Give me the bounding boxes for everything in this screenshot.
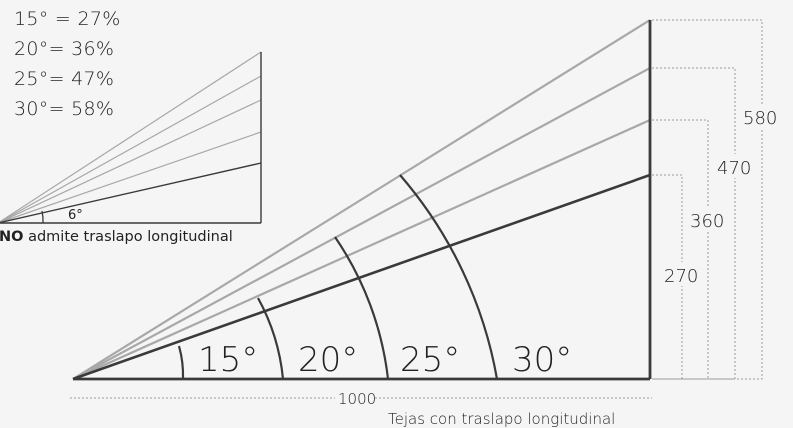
- angle-arc-15: [177, 345, 185, 380]
- legend-percent: 58%: [71, 98, 115, 120]
- angle-label-20: 20°: [298, 340, 358, 380]
- legend-item-15: 15° = 27%: [14, 8, 121, 30]
- legend-separator: =: [48, 68, 72, 90]
- legend-separator: =: [48, 38, 72, 60]
- legend-separator: =: [48, 98, 72, 120]
- angle-label-25: 25°: [400, 340, 460, 380]
- height-label-360: 360: [690, 211, 724, 232]
- legend-angle: 25°: [14, 68, 49, 90]
- angle-arc-30: [399, 174, 499, 380]
- main-caption: Tejas con traslapo longitudinal: [388, 410, 615, 428]
- height-label-470: 470: [717, 158, 751, 179]
- dimension-line-360: [652, 119, 709, 380]
- small-caption-rest: admite traslapo longitudinal: [23, 229, 232, 245]
- slope-line-15: [72, 173, 651, 381]
- legend-angle: 20°: [14, 38, 49, 60]
- legend-percent: 47%: [71, 68, 115, 90]
- small-slope-line-6: [0, 162, 262, 224]
- legend-angle: 30°: [14, 98, 49, 120]
- small-slope-diagram: 6° NO admite traslapo longitudinal: [0, 51, 262, 245]
- base-length-label: 1000: [338, 390, 376, 408]
- label-bg-470: [715, 154, 755, 178]
- legend-angle: 15°: [14, 8, 49, 30]
- legend-percent: 27%: [77, 8, 121, 30]
- label-bg-270: [662, 262, 702, 286]
- slope-line-30: [72, 19, 651, 380]
- small-slope-line-25: [0, 75, 262, 223]
- label-bg-360: [688, 207, 728, 231]
- angle-label-15: 15°: [198, 340, 258, 380]
- small-angle-label: 6°: [68, 208, 83, 223]
- main-slope-diagram: 15° 20° 25° 30° 270 360 470 580: [70, 19, 785, 428]
- small-slope-line-15: [0, 131, 262, 223]
- legend-item-25: 25°= 47%: [14, 68, 114, 90]
- small-slope-line-30: [0, 51, 262, 223]
- small-slope-line-20: [0, 99, 262, 223]
- legend-item-30: 30°= 58%: [14, 98, 114, 120]
- small-caption-bold: NO: [0, 229, 23, 245]
- legend-item-20: 20°= 36%: [14, 38, 114, 60]
- dimension-line-580: [652, 19, 763, 380]
- slope-line-20: [72, 118, 651, 381]
- height-label-270: 270: [664, 266, 698, 287]
- height-label-580: 580: [743, 108, 777, 129]
- label-bg-580: [741, 104, 785, 128]
- small-caption: NO admite traslapo longitudinal: [0, 229, 233, 245]
- angle-arc-20: [257, 297, 285, 380]
- slope-line-25: [72, 67, 651, 380]
- legend-separator: =: [48, 8, 78, 30]
- legend-percent: 36%: [71, 38, 115, 60]
- angle-arc-25: [334, 236, 390, 380]
- small-angle-arc: [41, 210, 44, 224]
- angle-label-30: 30°: [512, 340, 572, 380]
- dimension-line-470: [652, 67, 736, 380]
